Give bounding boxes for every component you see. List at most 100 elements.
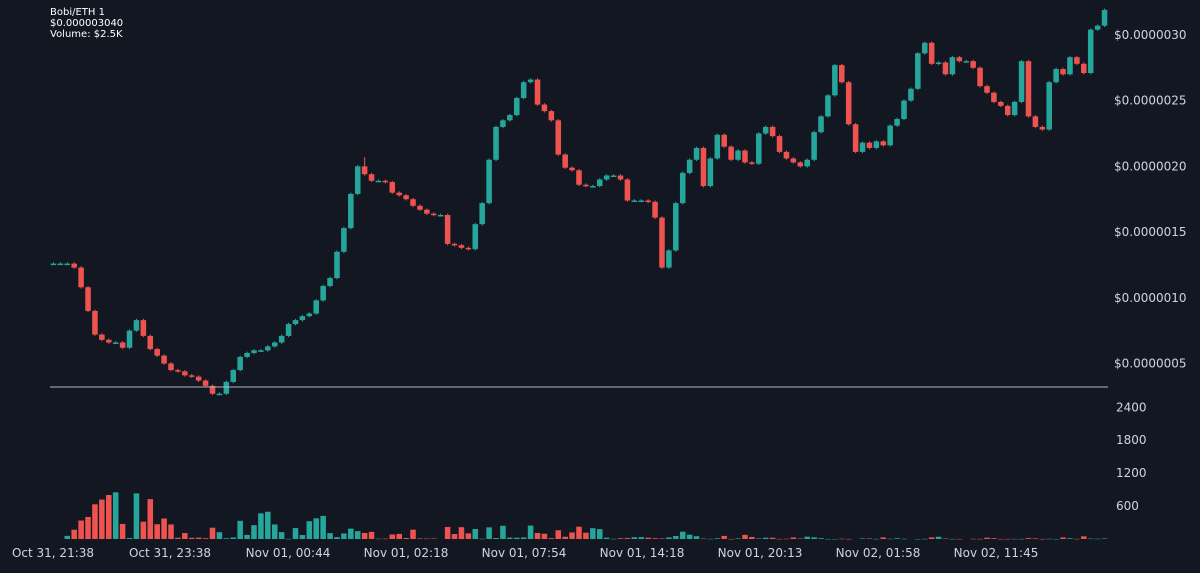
volume-bar [797,538,804,540]
volume-tick-label: 2400 [1116,400,1147,414]
candle [583,183,589,188]
candle [590,184,596,188]
candle [839,63,845,84]
volume-bar [486,527,492,539]
candle-body [845,82,852,125]
volume-bar [569,532,575,539]
volume-bar [811,537,817,539]
candle [71,262,77,269]
candle-body [783,151,790,159]
volume-bar [1025,538,1032,539]
candle [527,78,534,84]
candle-body [555,120,562,155]
candle-body [894,119,900,126]
candle-body [507,115,513,121]
candle-body [1094,25,1101,30]
candle-body [707,158,714,187]
candle-body [230,370,237,382]
volume-bar [887,538,893,540]
candle-body [970,61,976,68]
candle [209,384,216,396]
volume-bar [769,537,776,539]
volume-bar [500,525,506,539]
volume-bar [783,538,790,540]
volume-bar [845,538,852,540]
candle-body [617,175,624,180]
candle [278,334,285,344]
volume-bar [1018,538,1025,540]
candle [707,157,714,188]
volume-bar [106,494,112,539]
candle-body [839,65,845,83]
volume-bar [576,526,582,539]
volume-bar [1094,538,1101,540]
candle-body [908,88,914,101]
volume-bar [1011,538,1018,540]
candle [417,204,423,212]
time-axis: Oct 31, 21:38 Oct 31, 23:38 Nov 01, 00:44 N… [12,546,1038,560]
volume-bar [209,527,216,539]
candle [1087,28,1094,75]
candle [285,322,292,338]
candle-body [873,141,880,148]
candle-body [942,62,949,75]
candle [638,199,645,203]
candles-layer [50,8,1108,396]
candle [424,208,430,215]
candle-body [1060,69,1066,75]
candle [977,66,983,88]
candle [852,122,859,154]
candle [804,158,810,168]
candle [465,246,472,251]
candle [541,103,548,113]
candle-body [880,141,887,146]
volume-bar [583,532,589,539]
candle [935,61,942,66]
volume-bar [776,538,783,540]
candle [659,216,665,269]
volume-bar [638,537,645,539]
candle [859,141,866,154]
volume-bar [790,537,797,539]
candle-body [1053,69,1059,83]
candle-body [271,342,278,347]
candle-body [368,174,375,181]
candle [195,375,202,382]
candle [493,125,499,162]
candle-body [403,195,409,200]
price-tick-label: $0.0000025 [1114,94,1187,108]
volume-bar [659,538,665,539]
candle [596,178,603,188]
candle [721,133,727,148]
candle [714,133,721,160]
candle-body [154,349,160,356]
volume-bar [942,538,949,540]
volume-bar [188,537,195,539]
volume-tick-label: 600 [1116,499,1139,513]
volume-bar [859,538,866,539]
candle-body [790,158,797,163]
candle [244,351,250,359]
candle-body [797,162,804,167]
candle [223,380,230,396]
candle-body [762,126,769,134]
candle-body [513,97,520,116]
candle-body [631,200,638,203]
volume-bar [147,499,154,539]
candle-body [1039,126,1046,130]
volume-bar [258,513,264,539]
candle [348,192,354,230]
candle-body [1067,57,1073,75]
candle [188,374,195,378]
time-tick-label: Oct 31, 21:38 [12,546,94,560]
candle-body [168,363,174,371]
candle [320,284,326,302]
candle-body [590,186,596,188]
candle [1004,104,1011,117]
candle [1018,59,1025,104]
candle-body [825,95,831,117]
candle [894,117,900,127]
volume-bar [334,537,340,539]
candle [769,125,776,138]
volume-bar [417,538,423,539]
